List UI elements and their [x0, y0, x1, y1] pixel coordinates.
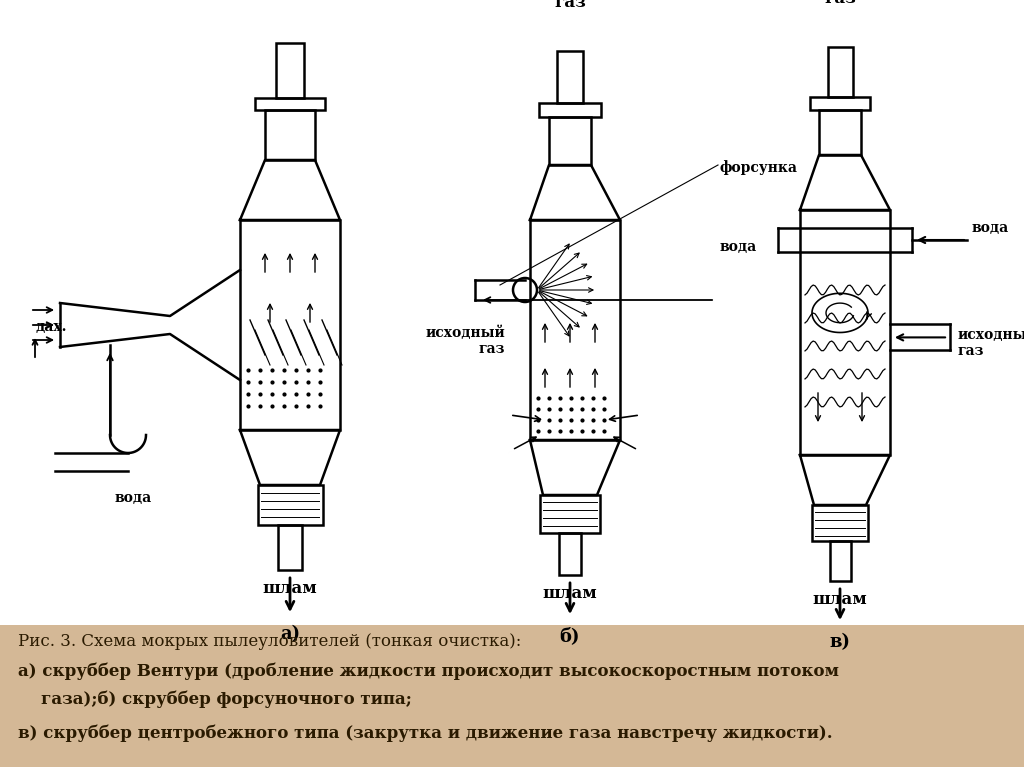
Text: в) скруббер центробежного типа (закрутка и движение газа навстречу жидкости).: в) скруббер центробежного типа (закрутка…: [18, 725, 833, 742]
Bar: [240, 220, 340, 430]
Text: форсунка: форсунка: [720, 160, 798, 175]
Text: в): в): [829, 633, 851, 651]
Text: шлам: шлам: [813, 591, 867, 608]
Bar: [530, 220, 620, 440]
Bar: [557, 51, 583, 103]
Text: газ: газ: [554, 0, 586, 11]
Text: газа);б) скруббер форсуночного типа;: газа);б) скруббер форсуночного типа;: [18, 691, 412, 709]
Text: Рис. 3. Схема мокрых пылеуловителей (тонкая очистка):: Рис. 3. Схема мокрых пылеуловителей (тон…: [18, 633, 521, 650]
Bar: [559, 533, 581, 575]
Bar: [549, 117, 591, 165]
Text: вода: вода: [972, 221, 1010, 235]
Bar: [800, 210, 890, 455]
Bar: [258, 485, 323, 525]
Text: а) скруббер Вентури (дробление жидкости происходит высокоскоростным потоком: а) скруббер Вентури (дробление жидкости …: [18, 663, 839, 680]
Bar: [265, 110, 315, 160]
Bar: [278, 525, 302, 570]
Bar: [0, 625, 1024, 767]
Bar: [828, 47, 853, 97]
Bar: [830, 541, 851, 581]
Bar: [810, 97, 870, 110]
Text: газ: газ: [824, 0, 856, 7]
Bar: [539, 103, 601, 117]
Text: б): б): [560, 627, 581, 645]
Text: газ: газ: [274, 0, 306, 3]
Text: а): а): [280, 625, 300, 643]
Bar: [819, 110, 861, 155]
Text: шлам: шлам: [543, 585, 597, 602]
Text: шлам: шлам: [262, 580, 317, 597]
Text: вода: вода: [720, 240, 758, 254]
Bar: [812, 505, 868, 541]
Text: исходный
газ: исходный газ: [425, 326, 505, 357]
Text: исходный
газ: исходный газ: [958, 328, 1024, 358]
Text: дах.: дах.: [35, 320, 67, 334]
Text: вода: вода: [115, 491, 153, 505]
Bar: [255, 98, 325, 110]
Bar: [540, 495, 600, 533]
Bar: [276, 43, 304, 98]
